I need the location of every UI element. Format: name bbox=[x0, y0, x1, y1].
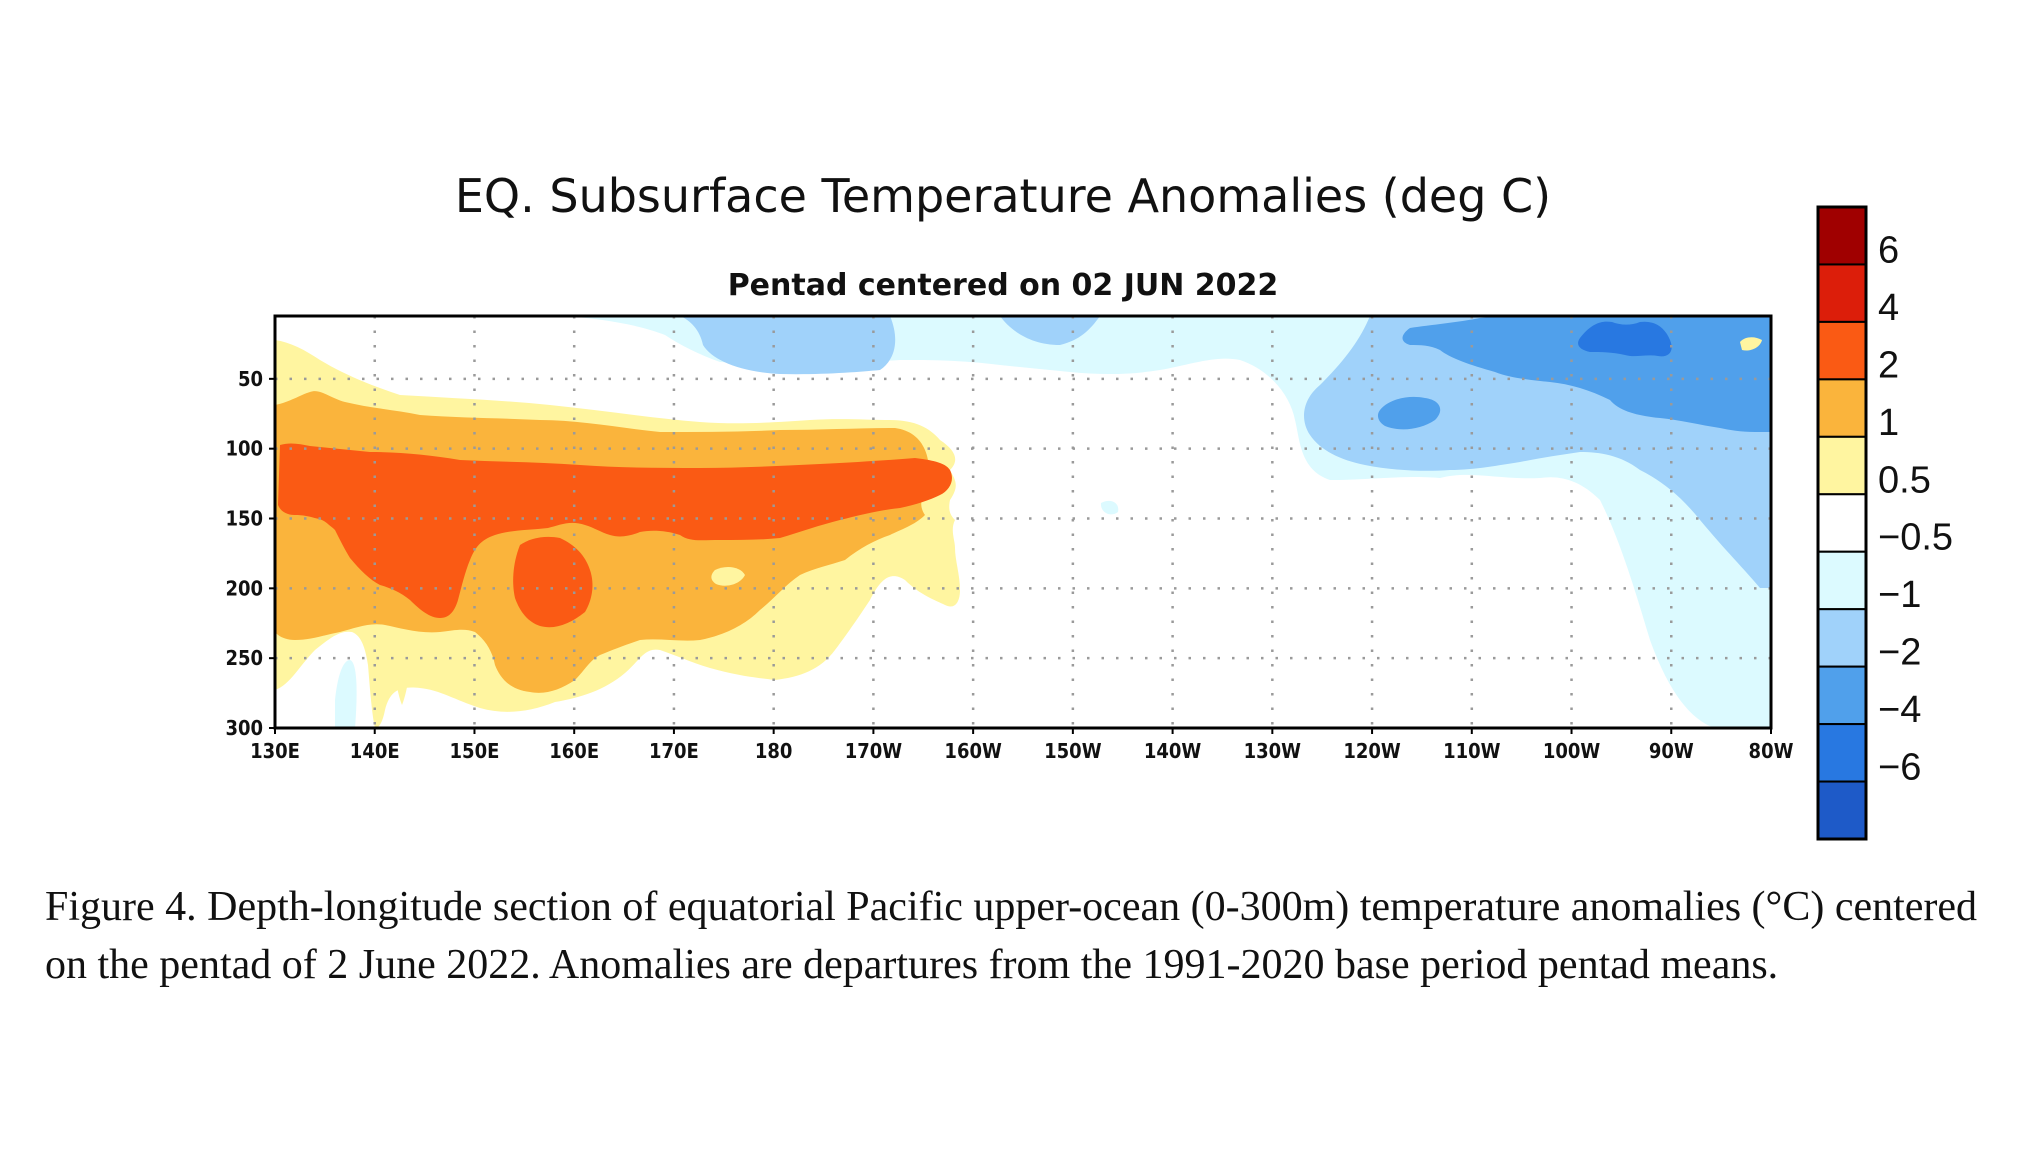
plot-frame bbox=[273, 314, 1773, 730]
colorbar-swatch bbox=[1817, 263, 1867, 323]
x-tick-label: 130W bbox=[1244, 739, 1302, 763]
colorbar-swatch bbox=[1817, 550, 1867, 611]
chart-title: EQ. Subsurface Temperature Anomalies (de… bbox=[455, 169, 1551, 223]
anomaly-region-neg-4 bbox=[1578, 321, 1672, 357]
colorbar-label: 1 bbox=[1878, 402, 1899, 444]
colorbar: 6 4 2 1 0.5 −0.5 −1 −2 −4 −6 bbox=[1816, 205, 1953, 841]
x-tick-label: 150E bbox=[450, 739, 500, 763]
y-axis: 50 100 150 200 250 300 bbox=[225, 367, 275, 740]
y-tick-label: 200 bbox=[225, 576, 263, 600]
colorbar-label: −2 bbox=[1878, 632, 1921, 674]
anomaly-region-pos-2-cutout bbox=[305, 518, 336, 561]
y-tick-label: 100 bbox=[225, 437, 263, 461]
anomaly-region-neg-1 bbox=[680, 316, 896, 375]
colorbar-swatch bbox=[1817, 665, 1867, 726]
colorbar-swatch bbox=[1817, 206, 1867, 266]
x-tick-label: 130E bbox=[250, 739, 300, 763]
anomaly-region-neg-0p5-small bbox=[1100, 500, 1119, 515]
y-tick-label: 250 bbox=[225, 646, 263, 670]
y-tick-label: 300 bbox=[225, 716, 263, 740]
colorbar-label: −0.5 bbox=[1878, 517, 1953, 559]
x-tick-label: 120W bbox=[1343, 739, 1401, 763]
anomaly-region-neg-2-west bbox=[1377, 396, 1441, 430]
anomaly-region-pos-east-patch bbox=[1740, 337, 1762, 351]
colorbar-swatch bbox=[1817, 608, 1867, 668]
anomaly-region-neg-1-east bbox=[1000, 316, 1100, 345]
anomaly-region-pos-2 bbox=[278, 443, 952, 618]
x-tick-label: 170E bbox=[649, 739, 699, 763]
x-tick-label: 180 bbox=[755, 739, 793, 763]
anomaly-region-neg-0p5-deep bbox=[335, 660, 357, 728]
x-tick-label: 80W bbox=[1749, 739, 1794, 763]
x-tick-label: 170W bbox=[845, 739, 903, 763]
colorbar-swatch bbox=[1817, 780, 1867, 841]
colorbar-swatch bbox=[1817, 378, 1867, 438]
colorbar-label: 4 bbox=[1878, 287, 1899, 329]
x-tick-label: 160E bbox=[549, 739, 599, 763]
colorbar-label: −4 bbox=[1878, 689, 1921, 731]
figure-caption: Figure 4. Depth-longitude section of equ… bbox=[45, 884, 1978, 988]
colorbar-label: 2 bbox=[1878, 344, 1899, 386]
y-tick-label: 50 bbox=[238, 367, 263, 391]
colorbar-label: 6 bbox=[1878, 229, 1899, 271]
anomaly-region-neg-2 bbox=[1402, 316, 1771, 432]
plot-area bbox=[275, 316, 1771, 728]
x-tick-label: 160W bbox=[944, 739, 1002, 763]
x-tick-label: 150W bbox=[1044, 739, 1102, 763]
colorbar-swatch bbox=[1817, 435, 1867, 496]
colorbar-swatch bbox=[1817, 723, 1867, 783]
colorbar-label: 0.5 bbox=[1878, 459, 1931, 501]
colorbar-swatch bbox=[1817, 493, 1867, 553]
colorbar-swatch bbox=[1817, 320, 1867, 381]
chart-subtitle: Pentad centered on 02 JUN 2022 bbox=[728, 268, 1279, 303]
x-axis: 130E 140E 150E 160E 170E 180 170W 160W 150W 140W 1… bbox=[250, 728, 1794, 763]
anomaly-region-pos-2-deep bbox=[513, 536, 593, 628]
x-tick-label: 140E bbox=[350, 739, 400, 763]
colorbar-label: −1 bbox=[1878, 574, 1921, 616]
colorbar-frame bbox=[1816, 205, 1868, 841]
colorbar-label: −6 bbox=[1878, 747, 1921, 789]
x-tick-label: 90W bbox=[1649, 739, 1694, 763]
x-tick-label: 110W bbox=[1443, 739, 1501, 763]
x-tick-label: 140W bbox=[1144, 739, 1202, 763]
x-tick-label: 100W bbox=[1543, 739, 1601, 763]
anomaly-region-pos-1-hole-2 bbox=[393, 634, 412, 705]
anomaly-region-pos-1-hole bbox=[711, 567, 745, 586]
y-tick-label: 150 bbox=[225, 507, 263, 531]
